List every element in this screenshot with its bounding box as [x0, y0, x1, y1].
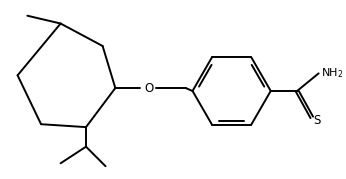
- Text: NH$_2$: NH$_2$: [321, 66, 343, 80]
- Text: O: O: [144, 81, 153, 95]
- Text: S: S: [313, 114, 320, 127]
